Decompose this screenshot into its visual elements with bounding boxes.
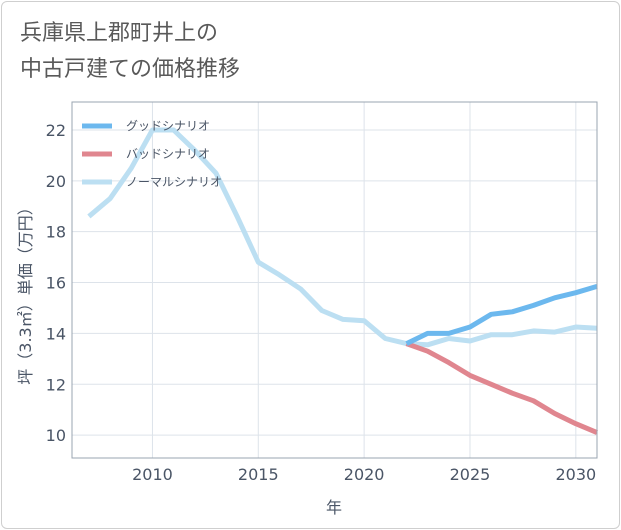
y-tick-label: 18 bbox=[46, 223, 66, 242]
plot-area-border bbox=[71, 101, 598, 459]
chart-title-line1: 兵庫県上郡町井上の bbox=[20, 21, 219, 46]
y-tick-label: 20 bbox=[46, 172, 66, 191]
series-line-0 bbox=[405, 284, 598, 346]
series-line-2 bbox=[87, 127, 598, 348]
series-lines bbox=[87, 127, 598, 435]
x-tick-label: 2015 bbox=[238, 465, 279, 484]
x-tick-label: 2030 bbox=[555, 465, 596, 484]
y-tick-label: 12 bbox=[46, 375, 66, 394]
legend-label: グッドシナリオ bbox=[126, 119, 210, 133]
y-tick-label: 16 bbox=[46, 274, 66, 293]
x-axis-title: 年 bbox=[326, 498, 342, 517]
series-line-1 bbox=[405, 341, 598, 435]
chart-title-line2: 中古戸建ての価格推移 bbox=[20, 57, 241, 82]
y-axis-title: 坪（3.3㎡）単価（万円） bbox=[16, 199, 35, 384]
y-tick-label: 14 bbox=[46, 324, 66, 343]
legend-label: ノーマルシナリオ bbox=[126, 175, 222, 189]
x-tick-label: 2020 bbox=[344, 465, 385, 484]
axis-ticks: 2010 2015 2020 2025 2030 10 12 14 16 18 20 22 bbox=[46, 121, 597, 484]
x-tick-label: 2010 bbox=[132, 465, 173, 484]
y-tick-label: 22 bbox=[46, 121, 66, 140]
chart-title: 兵庫県上郡町井上の 中古戸建ての価格推移 bbox=[20, 16, 240, 88]
legend-label: バッドシナリオ bbox=[126, 147, 210, 161]
y-tick-label: 10 bbox=[46, 426, 66, 445]
x-tick-label: 2025 bbox=[450, 465, 491, 484]
